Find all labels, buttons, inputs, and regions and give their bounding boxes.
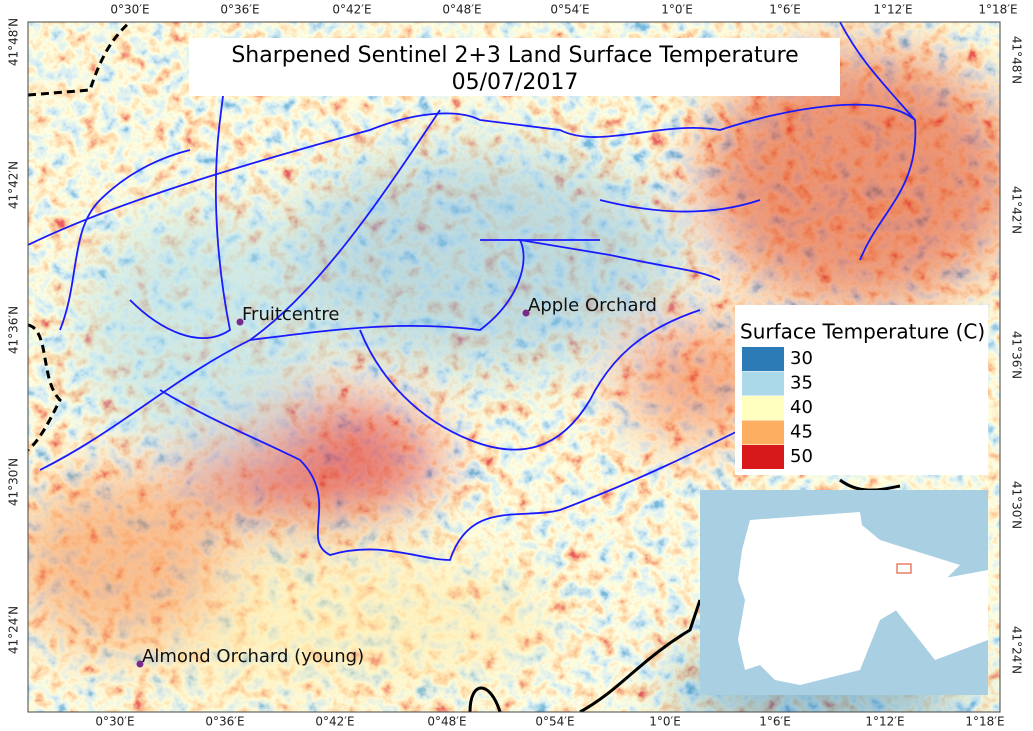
place-label: Almond Orchard (young) xyxy=(142,646,364,667)
left-coord-label: 41°48′N xyxy=(7,18,21,66)
top-coord-label: 0°54′E xyxy=(550,3,589,17)
bottom-coord-label: 1°0′E xyxy=(649,715,681,729)
place-label: Fruitcentre xyxy=(242,304,339,325)
top-coord-label: 0°48′E xyxy=(442,3,481,17)
place-marker xyxy=(136,660,144,668)
legend-swatch xyxy=(742,347,784,371)
left-coord-label: 41°30′N xyxy=(7,458,21,506)
top-coord-label: 1°6′E xyxy=(769,3,801,17)
top-coord-label: 0°42′E xyxy=(332,3,371,17)
legend-swatch xyxy=(742,445,784,469)
right-coord-label: 41°36′N xyxy=(1010,331,1024,379)
bottom-coord-label: 0°42′E xyxy=(315,715,354,729)
legend-label: 45 xyxy=(790,422,813,443)
top-coord-label: 0°30′E xyxy=(110,3,149,17)
legend-label: 30 xyxy=(790,348,813,369)
legend-swatch xyxy=(742,420,784,445)
regional-shading xyxy=(28,50,1000,712)
right-coord-label: 41°42′N xyxy=(1010,186,1024,234)
legend-title: Surface Temperature (C) xyxy=(740,320,985,344)
right-coord-label: 41°48′N xyxy=(1010,36,1024,84)
legend-label: 50 xyxy=(790,446,813,467)
left-coord-label: 41°24′N xyxy=(7,606,21,654)
legend-swatch xyxy=(742,396,784,420)
right-coord-label: 41°30′N xyxy=(1010,481,1024,529)
inset-island xyxy=(935,602,948,612)
legend-label: 40 xyxy=(790,397,813,418)
inset-land xyxy=(738,512,960,685)
bottom-coord-label: 0°30′E xyxy=(95,715,134,729)
bottom-coord-label: 0°54′E xyxy=(535,715,574,729)
rivers xyxy=(28,22,917,561)
inset-map xyxy=(700,490,988,695)
bottom-coord-label: 1°12′E xyxy=(865,715,904,729)
legend-swatch xyxy=(742,371,784,396)
title: Sharpened Sentinel 2+3 Land Surface Temp… xyxy=(231,43,798,68)
borders xyxy=(28,22,901,712)
bottom-coord-label: 1°18′E xyxy=(965,715,1004,729)
legend-label: 35 xyxy=(790,373,813,394)
top-coord-label: 1°18′E xyxy=(978,3,1017,17)
left-coord-label: 41°42′N xyxy=(7,161,21,209)
bottom-coord-label: 0°48′E xyxy=(427,715,466,729)
top-coord-label: 0°36′E xyxy=(220,3,259,17)
top-coord-label: 1°12′E xyxy=(873,3,912,17)
legend: Surface Temperature (C) 30 35 40 45 50 xyxy=(735,305,988,475)
bottom-coord-label: 0°36′E xyxy=(205,715,244,729)
subtitle: 05/07/2017 xyxy=(452,70,579,95)
place-marker xyxy=(522,309,530,317)
inset-land-east xyxy=(880,570,988,660)
right-coord-label: 41°24′N xyxy=(1010,626,1024,674)
inset-extent xyxy=(896,563,912,574)
top-coord-label: 1°0′E xyxy=(661,3,693,17)
left-coord-label: 41°36′N xyxy=(7,306,21,354)
place-label: Apple Orchard xyxy=(528,295,657,316)
bottom-coord-label: 1°6′E xyxy=(759,715,791,729)
place-marker xyxy=(236,318,244,326)
title-box xyxy=(189,38,840,96)
map-frame xyxy=(27,21,1001,713)
